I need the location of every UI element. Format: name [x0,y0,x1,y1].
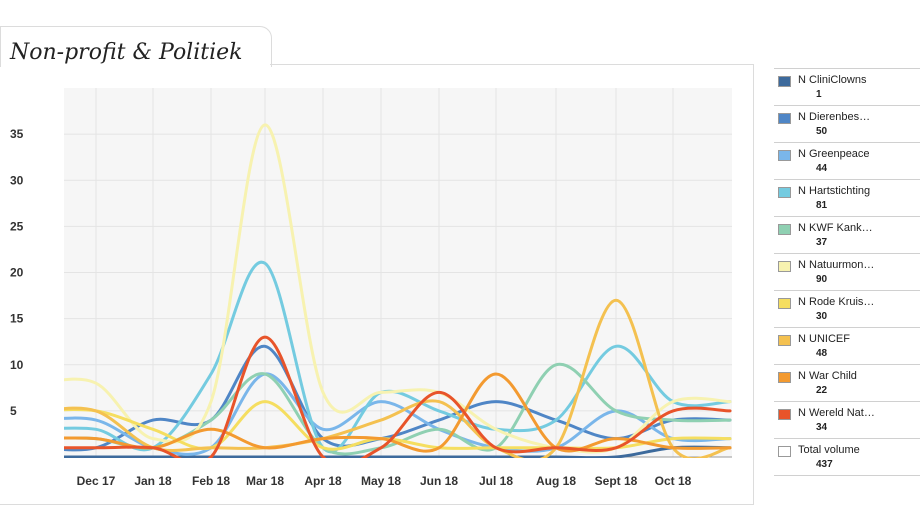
legend-item[interactable]: N Wereld Nat… 34 [774,402,920,439]
x-tick-label: Mar 18 [246,474,284,488]
x-tick-label: Sept 18 [595,474,638,488]
legend-label: Total volume [798,444,860,456]
legend-swatch [778,76,791,87]
legend-value: 37 [816,237,828,248]
x-tick-label: May 18 [361,474,401,488]
legend-swatch [778,224,791,235]
legend-item[interactable]: N UNICEF 48 [774,328,920,365]
y-tick-label: 35 [10,127,24,141]
tab-divider [270,64,754,65]
legend-value: 437 [816,459,833,470]
legend-item[interactable]: N Rode Kruis… 30 [774,291,920,328]
x-tick-label: Jun 18 [420,474,458,488]
legend-value: 81 [816,200,828,211]
chart-frame-right [753,64,754,504]
legend-swatch [778,150,791,161]
legend-value: 44 [816,163,828,174]
legend-swatch [778,113,791,124]
chart-legend: N CliniClowns 1 N Dierenbes… 50 N Greenpeace… [774,68,920,476]
legend-swatch [778,409,791,420]
series-line [64,335,732,458]
legend-swatch [778,446,791,457]
legend-label: N Natuurmon… [798,259,875,271]
y-tick-label: 25 [10,219,24,233]
legend-swatch [778,372,791,383]
legend-item[interactable]: N CliniClowns 1 [774,68,920,106]
legend-item[interactable]: N KWF Kank… 37 [774,217,920,254]
y-tick-label: 10 [10,358,24,372]
legend-item[interactable]: N Natuurmon… 90 [774,254,920,291]
x-tick-label: Jan 18 [134,474,172,488]
page-title: Non-profit & Politiek [10,40,243,65]
legend-item[interactable]: N War Child 22 [774,365,920,402]
legend-label: N Rode Kruis… [798,296,875,308]
legend-value: 30 [816,311,828,322]
legend-swatch [778,335,791,346]
x-tick-label: Apr 18 [304,474,342,488]
legend-value: 50 [816,126,828,137]
legend-value: 34 [816,422,828,433]
y-tick-label: 30 [10,173,24,187]
line-chart: 5 10 15 20 25 30 35 Dec 17 Jan 18 Feb 18 Mar 18 Apr… [10,88,732,488]
legend-label: N KWF Kank… [798,222,873,234]
legend-label: N Dierenbes… [798,111,871,123]
series-line [64,445,732,458]
x-tick-label: Jul 18 [479,474,513,488]
title-tab [0,26,272,67]
legend-label: N War Child [798,370,857,382]
y-tick-label: 20 [10,266,24,280]
legend-label: N Hartstichting [798,185,871,197]
legend-item[interactable]: N Greenpeace 44 [774,143,920,180]
legend-swatch [778,298,791,309]
legend-item[interactable]: N Hartstichting 81 [774,180,920,217]
y-tick-label: 5 [10,404,17,418]
legend-value: 22 [816,385,828,396]
x-tick-label: Dec 17 [77,474,116,488]
legend-item[interactable]: Total volume 437 [774,439,920,476]
legend-label: N CliniClowns [798,74,867,86]
y-tick-label: 15 [10,312,24,326]
x-tick-label: Feb 18 [192,474,230,488]
series-line [64,260,732,454]
x-tick-label: Aug 18 [536,474,576,488]
legend-swatch [778,261,791,272]
legend-label: N Greenpeace [798,148,870,160]
legend-value: 1 [816,89,822,100]
chart-frame-bottom [0,504,754,505]
legend-label: N UNICEF [798,333,850,345]
legend-swatch [778,187,791,198]
legend-value: 48 [816,348,828,359]
legend-label: N Wereld Nat… [798,407,875,419]
x-tick-label: Oct 18 [655,474,692,488]
legend-value: 90 [816,274,828,285]
legend-item[interactable]: N Dierenbes… 50 [774,106,920,143]
